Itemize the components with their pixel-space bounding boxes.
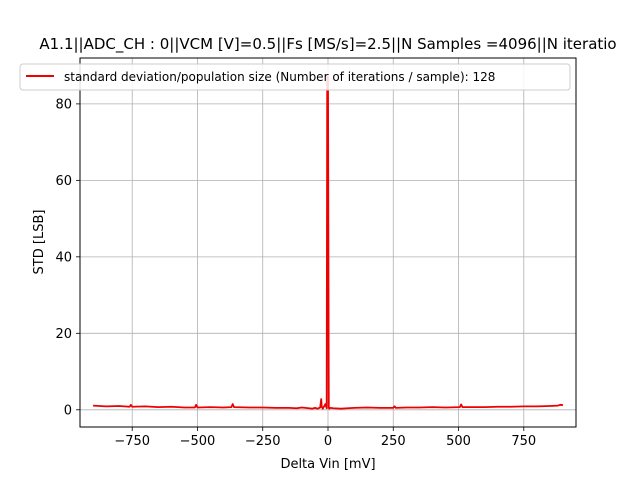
y-tick-label: 80 xyxy=(55,97,72,112)
y-tick-label: 60 xyxy=(55,174,72,189)
y-tick-label: 0 xyxy=(64,403,72,418)
legend-label: standard deviation/population size (Numb… xyxy=(64,70,495,84)
ticks: −750 −500 −250 0 250 500 750 0 20 40 60 80 xyxy=(55,97,536,449)
y-tick-label: 20 xyxy=(55,327,72,342)
series-line-0 xyxy=(92,76,564,410)
series-layer xyxy=(92,76,564,410)
x-tick-label: 750 xyxy=(511,434,536,449)
x-axis-label: Delta Vin [mV] xyxy=(280,457,375,472)
x-tick-label: −750 xyxy=(114,434,150,449)
x-tick-label: 0 xyxy=(324,434,332,449)
x-tick-label: 250 xyxy=(381,434,406,449)
legend: standard deviation/population size (Numb… xyxy=(19,63,571,91)
x-tick-label: −500 xyxy=(180,434,216,449)
y-axis-label: STD [LSB] xyxy=(32,210,47,275)
y-tick-label: 40 xyxy=(55,250,72,265)
chart-title: A1.1||ADC_CH : 0||VCM [V]=0.5||Fs [MS/s]… xyxy=(39,35,616,54)
legend-box xyxy=(19,63,571,91)
x-tick-label: 500 xyxy=(446,434,471,449)
x-tick-label: −250 xyxy=(245,434,281,449)
